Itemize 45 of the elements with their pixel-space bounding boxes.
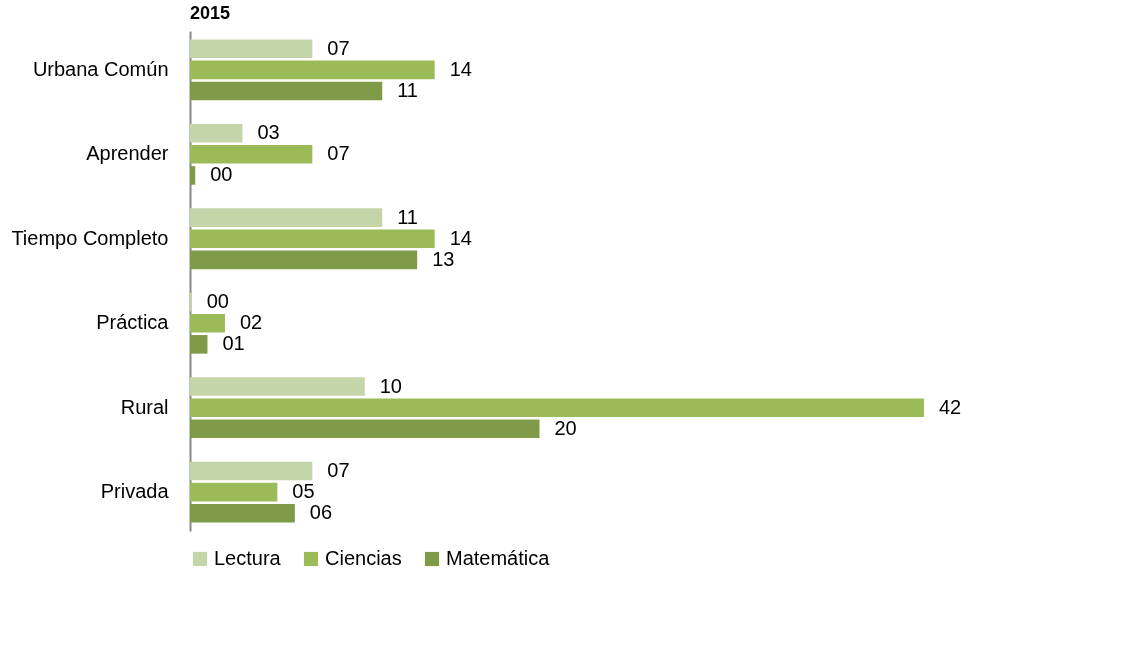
bar bbox=[190, 503, 295, 523]
bar bbox=[190, 208, 383, 227]
data-label: 20 bbox=[554, 416, 577, 439]
data-label: 11 bbox=[397, 205, 418, 228]
data-label: 10 bbox=[379, 374, 402, 397]
bar bbox=[190, 60, 435, 80]
legend-label: Lectura bbox=[214, 547, 282, 569]
bar bbox=[190, 145, 313, 164]
data-label: 00 bbox=[210, 163, 233, 186]
data-label: 03 bbox=[257, 121, 280, 144]
data-label: 06 bbox=[309, 501, 333, 524]
y-tick-label: Rural bbox=[120, 395, 169, 418]
data-label: 07 bbox=[327, 142, 350, 165]
data-label: 42 bbox=[938, 395, 962, 418]
y-tick-label: Urbana Común bbox=[32, 57, 169, 80]
bar bbox=[190, 461, 313, 481]
data-label: 05 bbox=[292, 480, 315, 503]
legend-label: Ciencias bbox=[325, 547, 402, 569]
y-tick-label: Aprender bbox=[86, 142, 169, 165]
bar bbox=[190, 81, 383, 101]
data-label: 02 bbox=[239, 311, 263, 334]
y-tick-label: Práctica bbox=[96, 311, 170, 334]
data-label: 14 bbox=[449, 226, 472, 249]
data-label: 11 bbox=[397, 78, 418, 101]
bar bbox=[190, 39, 313, 59]
data-label: 14 bbox=[449, 57, 472, 80]
data-label: 07 bbox=[327, 36, 350, 59]
bar bbox=[190, 313, 225, 333]
bar bbox=[190, 166, 196, 185]
legend-label: Matemática bbox=[446, 547, 551, 569]
data-label: 00 bbox=[206, 290, 229, 313]
data-label: 13 bbox=[432, 247, 455, 270]
bar bbox=[190, 335, 208, 354]
bar bbox=[190, 250, 418, 270]
bar bbox=[190, 482, 278, 502]
y-tick-label: Privada bbox=[100, 480, 170, 503]
bar bbox=[190, 229, 435, 249]
y-tick-label: Tiempo Completo bbox=[11, 226, 169, 249]
bar bbox=[190, 123, 243, 143]
data-label: 01 bbox=[222, 332, 245, 355]
bar bbox=[190, 419, 540, 439]
data-label: 07 bbox=[327, 459, 350, 482]
bar bbox=[190, 398, 924, 417]
bar bbox=[190, 377, 365, 396]
chart-title: 2015 bbox=[190, 3, 231, 23]
